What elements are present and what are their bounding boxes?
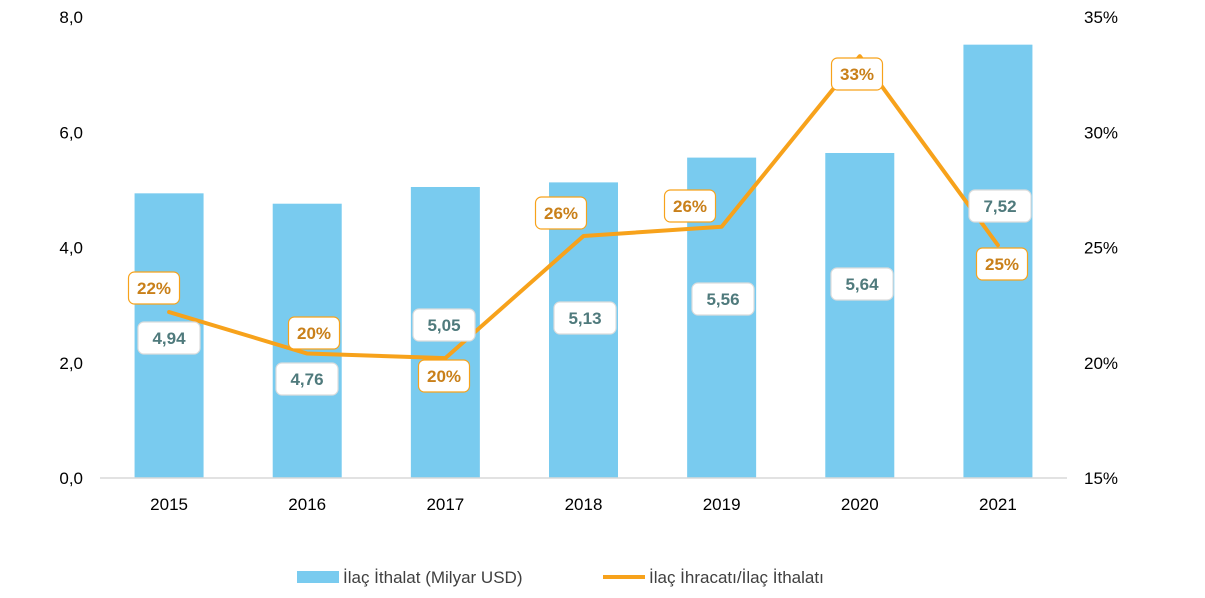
line-data-labels: 22% 20% 20% 26% 26% 33% 25% — [127, 57, 1029, 393]
bar-label-2017-text: 5,05 — [427, 316, 460, 335]
line-label-2017-box — [417, 359, 471, 393]
x-tick-2015: 2015 — [150, 495, 188, 514]
line-label-2020-box — [830, 57, 884, 91]
y-right-tick: 20% — [1084, 354, 1118, 373]
bar-label-2019: 5,56 — [691, 282, 755, 316]
line-label-2018: 26% — [534, 196, 588, 230]
bar-label-2020-box — [830, 267, 894, 301]
line-label-2021-text: 25% — [985, 255, 1019, 274]
bar-label-2021-text: 7,52 — [983, 197, 1016, 216]
y-left-tick: 4,0 — [59, 239, 83, 258]
line-label-2015-box — [127, 271, 181, 305]
line-label-2021-box — [975, 247, 1029, 281]
bar-label-2020: 5,64 — [830, 267, 894, 301]
bar-label-2016-box — [275, 362, 339, 396]
y-left-axis-ticks: 0,0 2,0 4,0 6,0 8,0 — [59, 8, 83, 488]
line-label-2017: 20% — [417, 359, 471, 393]
x-tick-2017: 2017 — [426, 495, 464, 514]
x-tick-2019: 2019 — [703, 495, 741, 514]
line-label-2019-box — [663, 189, 717, 223]
line-label-2016-box — [287, 316, 341, 350]
y-left-tick: 2,0 — [59, 354, 83, 373]
y-right-tick: 25% — [1084, 239, 1118, 258]
line-label-2016: 20% — [287, 316, 341, 350]
bar-label-2015-box — [137, 321, 201, 355]
line-label-2020: 33% — [830, 57, 884, 91]
bar-label-2015: 4,94 — [137, 321, 201, 355]
legend-bar-swatch — [297, 571, 339, 583]
bar-data-labels: 4,94 4,76 5,05 5,13 5,56 5,64 7,52 — [137, 189, 1032, 396]
bar-label-2016: 4,76 — [275, 362, 339, 396]
line-label-2021: 25% — [975, 247, 1029, 281]
bar-label-2018: 5,13 — [553, 301, 617, 335]
bar-label-2017: 5,05 — [412, 308, 476, 342]
bar-label-2020-text: 5,64 — [845, 275, 879, 294]
bar-label-2018-box — [553, 301, 617, 335]
x-tick-2016: 2016 — [288, 495, 326, 514]
bar-series — [134, 44, 1033, 479]
bar-label-2021: 7,52 — [968, 189, 1032, 223]
x-axis-ticks: 2015 2016 2017 2018 2019 2020 2021 — [150, 495, 1017, 514]
x-tick-2021: 2021 — [979, 495, 1017, 514]
y-right-tick: 30% — [1084, 123, 1118, 142]
y-right-axis-ticks: 15% 20% 25% 30% 35% — [1084, 8, 1118, 488]
legend-line-label: İlaç İhracatı/İlaç İthalatı — [649, 568, 824, 587]
line-label-2018-box — [534, 196, 588, 230]
bar-label-2021-box — [968, 189, 1032, 223]
bar-label-2019-text: 5,56 — [706, 290, 739, 309]
line-label-2018-text: 26% — [544, 204, 578, 223]
y-left-tick: 8,0 — [59, 8, 83, 27]
line-label-2017-text: 20% — [427, 367, 461, 386]
line-label-2019-text: 26% — [673, 197, 707, 216]
legend: İlaç İthalat (Milyar USD) İlaç İhracatı/… — [297, 568, 824, 587]
y-left-tick: 6,0 — [59, 123, 83, 142]
y-right-tick: 15% — [1084, 469, 1118, 488]
legend-bar-label: İlaç İthalat (Milyar USD) — [343, 568, 522, 587]
y-left-tick: 0,0 — [59, 469, 83, 488]
line-label-2020-text: 33% — [840, 65, 874, 84]
x-tick-2018: 2018 — [565, 495, 603, 514]
line-label-2015-text: 22% — [137, 279, 171, 298]
line-label-2015: 22% — [127, 271, 181, 305]
bar-label-2017-box — [412, 308, 476, 342]
bar-label-2016-text: 4,76 — [290, 370, 323, 389]
line-series — [167, 54, 1000, 361]
line-label-2016-text: 20% — [297, 324, 331, 343]
x-tick-2020: 2020 — [841, 495, 879, 514]
bar-2020 — [825, 152, 895, 478]
bar-label-2018-text: 5,13 — [568, 309, 601, 328]
y-right-tick: 35% — [1084, 8, 1118, 27]
bar-label-2015-text: 4,94 — [152, 329, 186, 348]
line-path — [167, 54, 1000, 361]
line-label-2019: 26% — [663, 189, 717, 223]
bar-label-2019-box — [691, 282, 755, 316]
